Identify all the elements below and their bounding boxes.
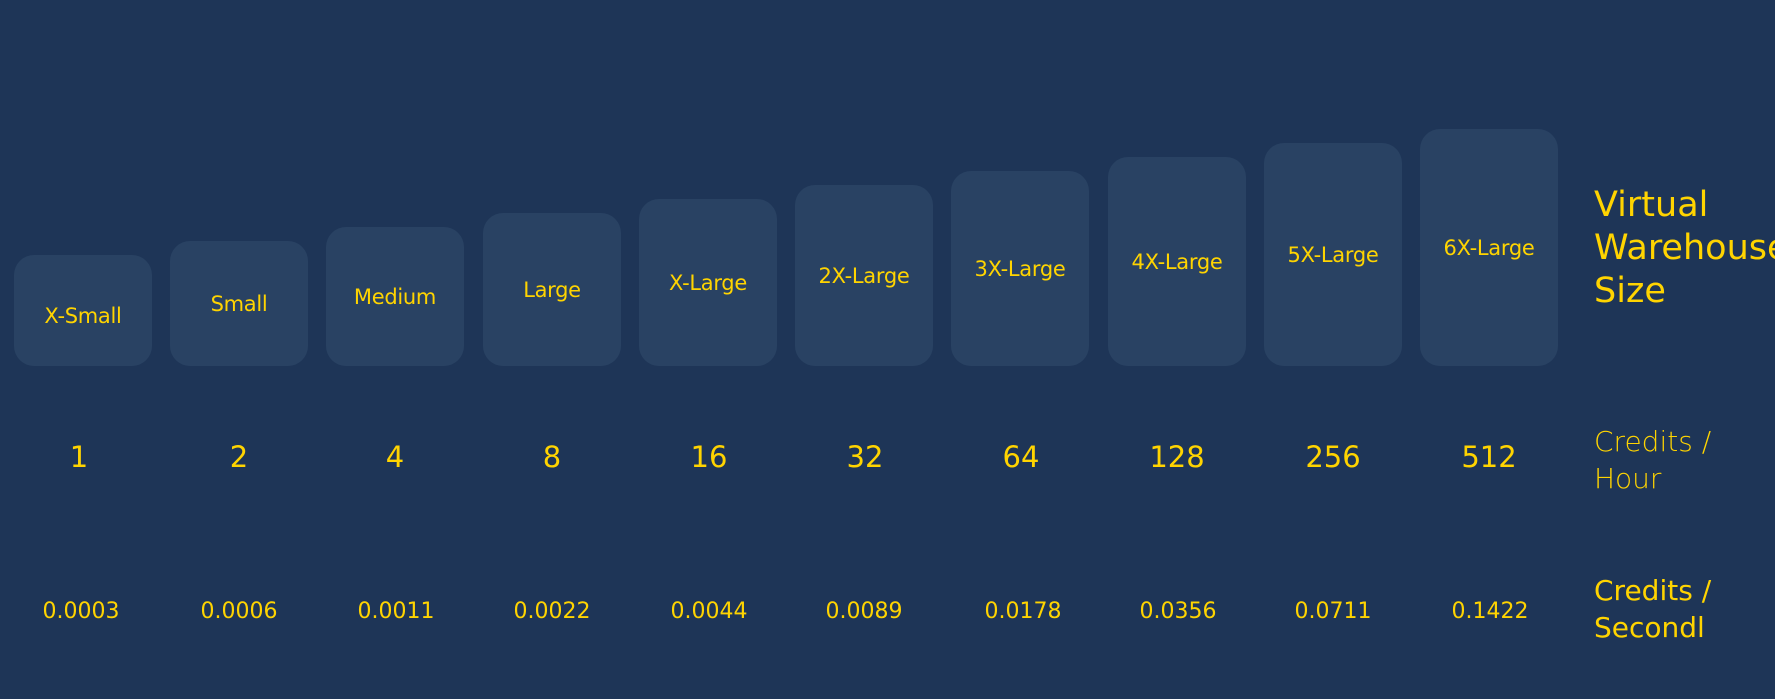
warehouse-box-xsmall: X-Small	[14, 255, 152, 366]
warehouse-size-label: Medium	[353, 284, 437, 309]
credits-per-second-value: 0.0003	[42, 599, 120, 624]
credits-per-second-value: 0.0711	[1294, 599, 1372, 624]
credits-per-hour-value: 4	[385, 440, 405, 474]
warehouse-size-label: 3X-Large	[974, 256, 1066, 281]
warehouse-box-large: Large	[483, 213, 621, 366]
credits-per-second-value: 0.0178	[984, 599, 1062, 624]
credits-per-hour-value: 16	[690, 440, 728, 474]
credits-per-hour-value: 1	[69, 440, 89, 474]
warehouse-box-3xlarge: 3X-Large	[951, 171, 1089, 366]
warehouse-size-label: Large	[523, 277, 581, 302]
warehouse-box-4xlarge: 4X-Large	[1108, 157, 1246, 366]
warehouse-size-label: 2X-Large	[818, 263, 910, 288]
credits-per-second-value: 0.0006	[200, 599, 278, 624]
credits-per-second-value: 0.0089	[825, 599, 903, 624]
warehouse-size-label: Small	[210, 291, 268, 316]
warehouse-size-label: 5X-Large	[1287, 242, 1379, 267]
credits-per-hour-value: 2	[229, 440, 249, 474]
warehouse-size-label: X-Large	[669, 270, 747, 295]
warehouse-box-5xlarge: 5X-Large	[1264, 143, 1402, 366]
credits-per-hour-value: 64	[1002, 440, 1040, 474]
warehouse-box-small: Small	[170, 241, 308, 366]
credits-per-second-value: 0.0356	[1139, 599, 1217, 624]
credits-per-hour-value: 32	[846, 440, 884, 474]
credits-per-second-row-label: Credits / Secondl	[1594, 574, 1712, 644]
credits-per-second-value: 0.0022	[513, 599, 591, 624]
credits-per-hour-row-label: Credits / Hour	[1594, 425, 1712, 495]
credits-per-hour-value: 128	[1149, 440, 1205, 474]
warehouse-box-6xlarge: 6X-Large	[1420, 129, 1558, 366]
credits-per-second-value: 0.0044	[670, 599, 748, 624]
warehouse-box-xlarge: X-Large	[639, 199, 777, 366]
warehouse-size-label: X-Small	[44, 303, 122, 328]
credits-per-hour-value: 512	[1461, 440, 1517, 474]
warehouse-box-medium: Medium	[326, 227, 464, 366]
credits-per-hour-value: 8	[542, 440, 562, 474]
warehouse-size-row-label: Virtual Warehouse Size	[1594, 185, 1775, 311]
credits-per-hour-value: 256	[1305, 440, 1361, 474]
credits-per-second-value: 0.0011	[357, 599, 435, 624]
warehouse-size-label: 6X-Large	[1443, 235, 1535, 260]
warehouse-size-label: 4X-Large	[1131, 249, 1223, 274]
warehouse-box-2xlarge: 2X-Large	[795, 185, 933, 366]
credits-per-second-value: 0.1422	[1451, 599, 1529, 624]
